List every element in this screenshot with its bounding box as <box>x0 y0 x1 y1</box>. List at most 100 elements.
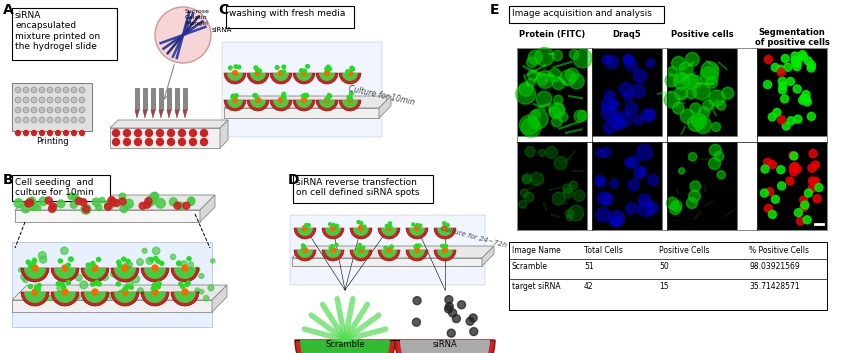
Circle shape <box>28 201 39 210</box>
Bar <box>12 83 92 131</box>
Circle shape <box>55 97 61 103</box>
Circle shape <box>348 97 352 102</box>
Circle shape <box>777 65 784 73</box>
Circle shape <box>23 97 29 103</box>
Circle shape <box>155 7 211 63</box>
Circle shape <box>351 67 355 71</box>
Circle shape <box>58 259 63 263</box>
Circle shape <box>228 66 232 70</box>
Polygon shape <box>15 195 215 210</box>
Circle shape <box>231 95 235 99</box>
Circle shape <box>258 69 261 73</box>
Circle shape <box>305 225 308 228</box>
Wedge shape <box>84 268 106 279</box>
Circle shape <box>200 138 208 145</box>
Circle shape <box>769 161 777 168</box>
Circle shape <box>106 199 114 209</box>
Circle shape <box>135 138 142 145</box>
Circle shape <box>793 63 801 71</box>
Circle shape <box>691 114 707 128</box>
Circle shape <box>358 244 362 246</box>
Circle shape <box>235 94 238 97</box>
Circle shape <box>363 225 366 228</box>
Circle shape <box>70 202 77 208</box>
Wedge shape <box>174 292 196 303</box>
Wedge shape <box>339 100 361 111</box>
Circle shape <box>522 175 531 184</box>
Circle shape <box>62 285 65 289</box>
Circle shape <box>150 192 159 201</box>
Circle shape <box>387 247 392 252</box>
Wedge shape <box>319 73 335 81</box>
Circle shape <box>92 198 101 206</box>
Circle shape <box>156 130 163 137</box>
Circle shape <box>113 130 119 137</box>
Wedge shape <box>316 73 338 84</box>
Circle shape <box>701 62 719 79</box>
Circle shape <box>790 152 798 160</box>
Text: Culture for 24~72h: Culture for 24~72h <box>440 226 508 249</box>
Text: A: A <box>3 3 14 17</box>
Wedge shape <box>293 73 315 84</box>
Wedge shape <box>227 100 243 108</box>
Circle shape <box>187 257 191 261</box>
Circle shape <box>671 201 682 211</box>
Circle shape <box>577 110 588 121</box>
Circle shape <box>116 282 120 286</box>
Circle shape <box>200 130 208 137</box>
Polygon shape <box>135 110 139 118</box>
Circle shape <box>595 149 604 157</box>
Circle shape <box>527 57 537 67</box>
Circle shape <box>70 257 73 261</box>
Circle shape <box>777 182 786 190</box>
Circle shape <box>412 318 420 326</box>
Text: C: C <box>218 3 228 17</box>
Circle shape <box>283 96 286 100</box>
Circle shape <box>813 195 821 203</box>
Circle shape <box>524 192 533 202</box>
Bar <box>592 48 662 136</box>
Circle shape <box>535 47 554 66</box>
Circle shape <box>23 87 29 93</box>
Circle shape <box>302 244 304 247</box>
Circle shape <box>574 49 592 68</box>
Circle shape <box>27 199 34 206</box>
Circle shape <box>80 199 87 206</box>
Circle shape <box>145 138 153 145</box>
Circle shape <box>470 328 478 336</box>
Bar <box>592 142 662 230</box>
Wedge shape <box>227 73 243 81</box>
Circle shape <box>418 224 422 227</box>
Circle shape <box>23 277 28 282</box>
Circle shape <box>96 257 101 262</box>
Circle shape <box>796 217 805 225</box>
Circle shape <box>628 179 639 191</box>
Circle shape <box>530 172 544 186</box>
Circle shape <box>809 150 817 158</box>
Wedge shape <box>270 73 292 84</box>
Circle shape <box>39 197 47 205</box>
Circle shape <box>86 263 90 267</box>
Circle shape <box>181 261 187 267</box>
Circle shape <box>21 204 30 213</box>
Circle shape <box>778 86 787 94</box>
Circle shape <box>773 108 781 116</box>
Circle shape <box>606 56 618 68</box>
Circle shape <box>57 200 64 208</box>
Circle shape <box>79 97 85 103</box>
Text: Culture for 10min: Culture for 10min <box>348 84 416 107</box>
Circle shape <box>76 294 80 299</box>
Circle shape <box>79 107 85 113</box>
Circle shape <box>521 118 541 137</box>
Circle shape <box>642 110 654 122</box>
Circle shape <box>195 288 199 293</box>
Circle shape <box>254 95 258 98</box>
Circle shape <box>411 223 415 226</box>
Circle shape <box>185 282 189 286</box>
Circle shape <box>441 244 443 247</box>
Wedge shape <box>293 100 315 111</box>
Circle shape <box>790 162 799 170</box>
Circle shape <box>199 274 204 279</box>
Circle shape <box>807 61 815 69</box>
Circle shape <box>305 94 308 97</box>
